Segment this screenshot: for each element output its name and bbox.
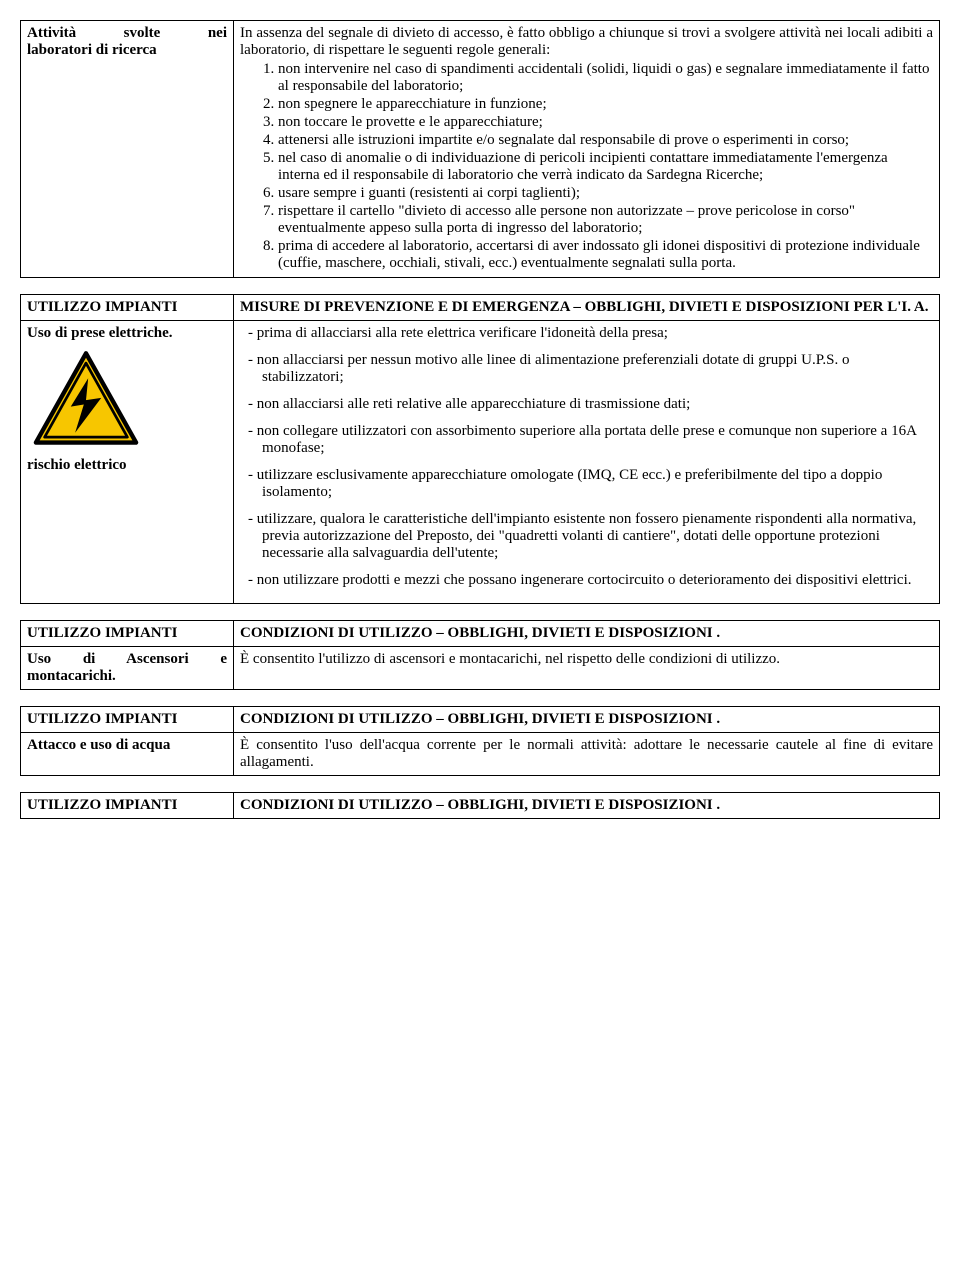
cell-right-lab: In assenza del segnale di divieto di acc… xyxy=(234,21,940,278)
cell-heading-left-2: UTILIZZO IMPIANTI xyxy=(21,295,234,321)
cell-right-electrical: - prima di allacciarsi alla rete elettri… xyxy=(234,321,940,604)
left-title-line1: Attività svolte nei xyxy=(27,25,227,42)
cell-left-lab: Attività svolte nei laboratori di ricerc… xyxy=(21,21,234,278)
rule-item: non spegnere le apparecchiature in funzi… xyxy=(278,96,933,113)
acqua-label: Attacco e uso di acqua xyxy=(27,737,170,753)
electrical-bullets: - prima di allacciarsi alla rete elettri… xyxy=(240,325,933,589)
cell-right-elevators: È consentito l'utilizzo di ascensori e m… xyxy=(234,647,940,690)
bullet-item: - non utilizzare prodotti e mezzi che po… xyxy=(244,572,933,589)
section-water: UTILIZZO IMPIANTI CONDIZIONI DI UTILIZZO… xyxy=(20,706,940,776)
rules-list: non intervenire nel caso di spandimenti … xyxy=(240,61,933,272)
measures-heading: MISURE DI PREVENZIONE E DI EMERGENZA – O… xyxy=(240,299,928,315)
cell-heading-right-2: MISURE DI PREVENZIONE E DI EMERGENZA – O… xyxy=(234,295,940,321)
rule-item: usare sempre i guanti (resistenti ai cor… xyxy=(278,185,933,202)
utilizzo-label-3: UTILIZZO IMPIANTI xyxy=(27,625,177,641)
water-body: È consentito l'uso dell'acqua corrente p… xyxy=(240,737,933,771)
left-title-line2: laboratori di ricerca xyxy=(27,42,227,59)
rule-item: rispettare il cartello "divieto di acces… xyxy=(278,203,933,237)
prese-label: Uso di prese elettriche. xyxy=(27,325,227,342)
cell-heading-left-4: UTILIZZO IMPIANTI xyxy=(21,707,234,733)
section-electrical: UTILIZZO IMPIANTI MISURE DI PREVENZIONE … xyxy=(20,294,940,604)
rule-item: non toccare le provette e le apparecchia… xyxy=(278,114,933,131)
electrical-hazard-icon xyxy=(31,350,141,448)
cell-left-water: Attacco e uso di acqua xyxy=(21,733,234,776)
intro-text: In assenza del segnale di divieto di acc… xyxy=(240,25,933,59)
rule-item: nel caso di anomalie o di individuazione… xyxy=(278,150,933,184)
cell-heading-right-4: CONDIZIONI DI UTILIZZO – OBBLIGHI, DIVIE… xyxy=(234,707,940,733)
bullet-item: - prima di allacciarsi alla rete elettri… xyxy=(244,325,933,342)
utilizzo-label-5: UTILIZZO IMPIANTI xyxy=(27,797,177,813)
conditions-heading-4: CONDIZIONI DI UTILIZZO – OBBLIGHI, DIVIE… xyxy=(240,711,720,727)
cell-heading-left-3: UTILIZZO IMPIANTI xyxy=(21,621,234,647)
cell-right-water: È consentito l'uso dell'acqua corrente p… xyxy=(234,733,940,776)
cell-heading-right-3: CONDIZIONI DI UTILIZZO – OBBLIGHI, DIVIE… xyxy=(234,621,940,647)
rule-item: non intervenire nel caso di spandimenti … xyxy=(278,61,933,95)
elevators-body: È consentito l'utilizzo di ascensori e m… xyxy=(240,651,780,667)
rule-item: attenersi alle istruzioni impartite e/o … xyxy=(278,132,933,149)
conditions-heading-3: CONDIZIONI DI UTILIZZO – OBBLIGHI, DIVIE… xyxy=(240,625,720,641)
section-final: UTILIZZO IMPIANTI CONDIZIONI DI UTILIZZO… xyxy=(20,792,940,819)
section-lab-activities: Attività svolte nei laboratori di ricerc… xyxy=(20,20,940,278)
cell-heading-left-5: UTILIZZO IMPIANTI xyxy=(21,793,234,819)
utilizzo-label-4: UTILIZZO IMPIANTI xyxy=(27,711,177,727)
bullet-item: - non allacciarsi per nessun motivo alle… xyxy=(244,352,933,386)
cell-heading-right-5: CONDIZIONI DI UTILIZZO – OBBLIGHI, DIVIE… xyxy=(234,793,940,819)
rule-item: prima di accedere al laboratorio, accert… xyxy=(278,238,933,272)
bullet-item: - non collegare utilizzatori con assorbi… xyxy=(244,423,933,457)
conditions-heading-5: CONDIZIONI DI UTILIZZO – OBBLIGHI, DIVIE… xyxy=(240,797,720,813)
bullet-item: - utilizzare, qualora le caratteristiche… xyxy=(244,511,933,562)
rischio-label: rischio elettrico xyxy=(27,457,227,474)
section-elevators: UTILIZZO IMPIANTI CONDIZIONI DI UTILIZZO… xyxy=(20,620,940,690)
bullet-item: - utilizzare esclusivamente apparecchiat… xyxy=(244,467,933,501)
ascensori-line2: montacarichi. xyxy=(27,668,227,685)
cell-left-elevators: Uso di Ascensori e montacarichi. xyxy=(21,647,234,690)
bullet-item: - non allacciarsi alle reti relative all… xyxy=(244,396,933,413)
utilizzo-label: UTILIZZO IMPIANTI xyxy=(27,299,177,315)
ascensori-line1: Uso di Ascensori e xyxy=(27,651,227,668)
cell-left-electrical: Uso di prese elettriche. rischio elettri… xyxy=(21,321,234,604)
